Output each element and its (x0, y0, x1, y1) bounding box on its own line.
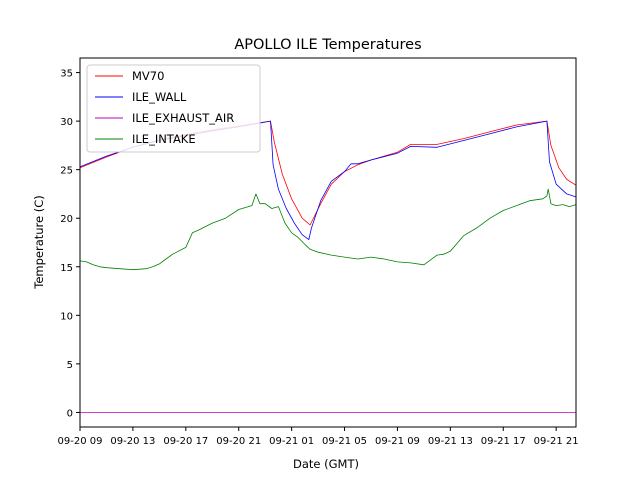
y-tick-label: 20 (60, 214, 73, 225)
y-tick-label: 15 (60, 263, 73, 274)
legend-label-mv70: MV70 (132, 69, 164, 83)
y-tick-label: 0 (67, 408, 73, 419)
y-axis-label: Temperature (C) (32, 195, 46, 290)
x-tick-label: 09-21 05 (322, 436, 367, 447)
x-tick-label: 09-20 17 (163, 436, 208, 447)
series-line-ile-intake (80, 188, 576, 271)
legend-label-ile-wall: ILE_WALL (132, 90, 187, 104)
y-tick-label: 30 (60, 117, 73, 128)
x-tick-label: 09-21 21 (534, 436, 579, 447)
x-tick-label: 09-21 01 (269, 436, 314, 447)
legend-label-ile-intake: ILE_INTAKE (132, 132, 196, 146)
y-tick-label: 5 (67, 360, 73, 371)
x-tick-label: 09-20 09 (58, 436, 103, 447)
legend-box (86, 64, 261, 153)
plot-frame (79, 57, 577, 428)
x-tick-label: 09-21 17 (481, 436, 526, 447)
x-tick-label: 09-20 21 (216, 436, 261, 447)
legend-label-ile-exhaust-air: ILE_EXHAUST_AIR (132, 111, 234, 125)
x-tick-label: 09-21 09 (375, 436, 420, 447)
legend: MV70 ILE_WALL ILE_EXHAUST_AIR ILE_INTAKE (86, 64, 261, 153)
y-tick-label: 35 (60, 69, 73, 80)
y-tick-label: 10 (60, 311, 73, 322)
x-tick-label: 09-21 13 (428, 436, 473, 447)
chart-title: APOLLO ILE Temperatures (234, 37, 421, 53)
x-axis-label: Date (GMT) (293, 457, 359, 471)
x-tick-label: 09-20 13 (110, 436, 155, 447)
y-tick-label: 25 (60, 166, 73, 177)
